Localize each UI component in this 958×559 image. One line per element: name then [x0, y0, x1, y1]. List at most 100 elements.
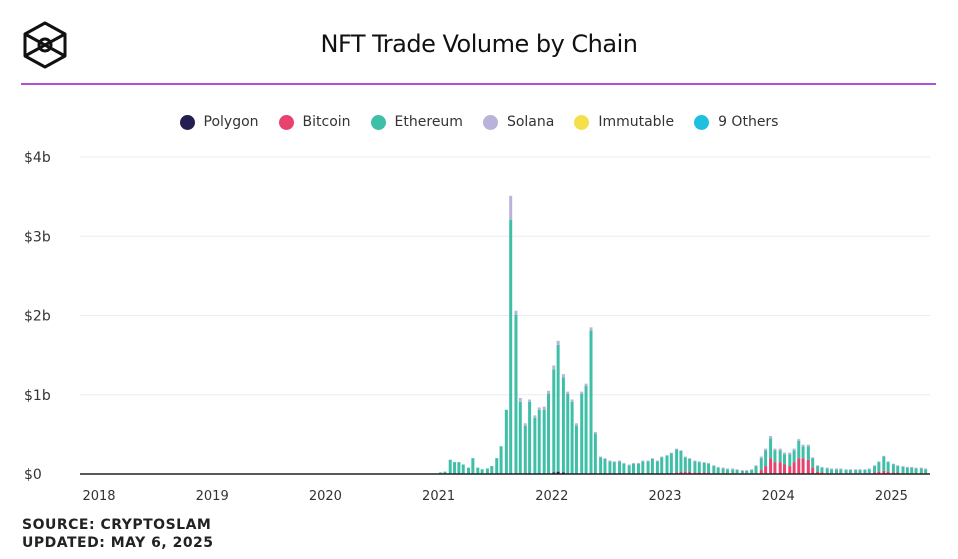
bar-solana — [528, 399, 532, 402]
bar-bitcoin — [788, 466, 792, 474]
bar-bitcoin — [886, 471, 890, 474]
bar-ethereum — [641, 461, 645, 474]
bar-solana — [873, 465, 877, 467]
bar-ethereum — [716, 467, 720, 474]
bar-ethereum — [848, 470, 852, 474]
bar-ethereum — [679, 451, 683, 472]
bar-ethereum — [896, 466, 900, 473]
bar-ethereum — [537, 409, 541, 474]
bar-bitcoin — [778, 462, 782, 474]
bar-ethereum — [910, 467, 914, 474]
bar-ethereum — [905, 467, 909, 474]
bar-ethereum — [490, 466, 494, 474]
bar-solana — [830, 468, 834, 470]
bar-ethereum — [632, 463, 636, 474]
bar-ethereum — [882, 456, 886, 471]
bar-ethereum — [735, 470, 739, 474]
bar-ethereum — [476, 467, 480, 474]
bar-bitcoin — [675, 472, 679, 474]
bar-solana — [877, 461, 881, 463]
bar-ethereum — [806, 446, 810, 460]
bar-solana — [820, 466, 824, 468]
x-tick-label: 2019 — [196, 489, 229, 504]
bar-ethereum — [467, 467, 471, 474]
bar-solana — [580, 391, 584, 394]
bar-solana — [603, 458, 607, 459]
bar-solana — [863, 469, 867, 471]
legend-item-ethereum[interactable]: Ethereum — [370, 114, 463, 130]
bar-solana — [816, 465, 820, 467]
bar-ethereum — [504, 409, 508, 474]
bar-solana — [745, 470, 749, 471]
bar-ethereum — [453, 462, 457, 474]
bar-ethereum — [457, 462, 461, 474]
bar-ethereum — [593, 433, 597, 474]
legend-item-solana[interactable]: Solana — [482, 114, 555, 130]
bar-solana — [707, 462, 711, 464]
legend-item-polygon[interactable]: Polygon — [179, 114, 259, 130]
bar-solana — [839, 468, 843, 470]
bar-ethereum — [797, 440, 801, 459]
bar-ethereum — [712, 466, 716, 474]
bar-bitcoin — [707, 472, 711, 474]
bar-ethereum — [707, 463, 711, 473]
bar-ethereum — [669, 453, 673, 474]
bar-ethereum — [867, 469, 871, 474]
bar-ethereum — [820, 467, 824, 473]
bar-solana — [854, 469, 858, 471]
bar-ethereum — [891, 464, 895, 473]
bar-ethereum — [886, 462, 890, 472]
bar-ethereum — [914, 468, 918, 474]
y-tick-label: $0 — [24, 467, 42, 483]
bar-solana — [740, 470, 744, 471]
bar-ethereum — [919, 468, 923, 474]
legend-swatch — [482, 114, 498, 130]
bar-ethereum — [858, 470, 862, 474]
bar-bitcoin — [873, 472, 877, 474]
legend-swatch — [179, 114, 195, 130]
legend-label: Ethereum — [394, 114, 463, 130]
bar-ethereum — [499, 446, 503, 474]
bar-ethereum — [702, 462, 706, 473]
bar-solana — [627, 464, 631, 466]
bar-solana — [731, 468, 735, 470]
bar-bitcoin — [891, 472, 895, 474]
legend-item-bitcoin[interactable]: Bitcoin — [278, 114, 351, 130]
bar-solana — [650, 458, 654, 459]
bar-solana — [679, 450, 683, 452]
bar-ethereum — [655, 461, 659, 474]
bar-ethereum — [816, 466, 820, 472]
y-tick-label: $3b — [24, 229, 51, 245]
bar-solana — [759, 456, 763, 459]
bar-ethereum — [485, 468, 489, 474]
bar-ethereum — [556, 344, 560, 472]
bar-bitcoin — [773, 462, 777, 474]
bar-bitcoin — [693, 472, 697, 474]
bar-ethereum — [854, 470, 858, 474]
bar-ethereum — [622, 463, 626, 474]
legend-item-others[interactable]: 9 Others — [694, 114, 778, 130]
bar-bitcoin — [783, 464, 787, 474]
bar-solana — [764, 448, 768, 451]
legend-label: Immutable — [598, 114, 675, 130]
bar-bitcoin — [816, 471, 820, 474]
legend-item-immutable[interactable]: Immutable — [574, 114, 674, 130]
bar-bitcoin — [877, 471, 881, 474]
bar-solana — [514, 310, 518, 315]
bar-solana — [646, 460, 650, 462]
bar-solana — [566, 391, 570, 394]
legend-label: Solana — [506, 114, 555, 130]
bar-ethereum — [461, 464, 465, 474]
cube-logo-icon — [23, 21, 67, 69]
y-tick-label: $1b — [24, 388, 51, 404]
bar-ethereum — [650, 458, 654, 474]
bar-bitcoin — [797, 458, 801, 474]
x-tick-label: 2024 — [762, 489, 795, 504]
bar-solana — [509, 195, 513, 220]
bar-ethereum — [873, 466, 877, 473]
bar-solana — [924, 468, 928, 470]
bar-solana — [622, 462, 626, 464]
header-divider — [21, 83, 936, 85]
bar-solana — [665, 454, 669, 456]
bar-bitcoin — [697, 472, 701, 474]
